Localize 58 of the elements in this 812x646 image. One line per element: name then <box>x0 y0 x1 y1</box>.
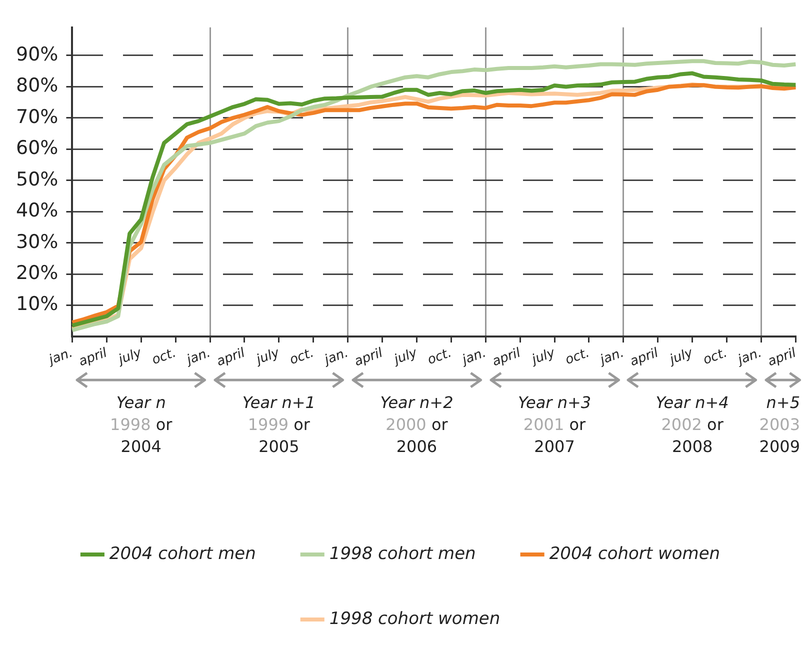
y-tick-label: 90% <box>16 43 58 66</box>
x-tick-label: july <box>252 346 282 368</box>
x-tick-label: april <box>77 346 110 370</box>
text: 1999 <box>248 415 289 434</box>
x-tick-label: april <box>490 346 523 370</box>
text: Year n+4 <box>656 393 729 412</box>
text: 2003 <box>759 415 800 434</box>
x-tick-label: oct. <box>564 346 592 368</box>
text: 2001 <box>523 415 564 434</box>
y-tick-label: 60% <box>16 137 58 160</box>
text: or <box>150 415 173 434</box>
y-tick-label: 70% <box>16 106 58 128</box>
x-tick-label: oct. <box>701 346 730 368</box>
text: Year n+2 <box>380 393 454 412</box>
text: or <box>288 415 310 434</box>
text: 2005 <box>258 437 300 456</box>
x-tick-label: april <box>214 346 248 370</box>
x-tick-label: jan. <box>596 346 626 369</box>
y-tick-label: 50% <box>16 168 58 190</box>
x-tick-label: jan. <box>45 346 75 369</box>
text: 2006 <box>396 437 438 456</box>
x-tick-label: july <box>528 346 558 368</box>
text: or <box>426 415 448 434</box>
text: 2008 <box>672 437 713 456</box>
text: or <box>702 415 724 434</box>
text: Year n+3 <box>518 393 592 412</box>
x-tick-label: jan. <box>320 346 350 369</box>
x-tick-label: july <box>666 346 696 368</box>
text: Year n <box>116 393 166 412</box>
text: 2009 <box>759 437 800 456</box>
y-tick-label: 80% <box>16 74 58 97</box>
legend-label: 1998 cohort women <box>329 608 500 629</box>
text: 2007 <box>534 437 575 456</box>
legend-label: 2004 cohort men <box>109 544 256 564</box>
text: 2000 <box>386 415 426 434</box>
x-tick-label: july <box>390 346 420 368</box>
y-tick-label: 20% <box>16 262 58 284</box>
legend-label: 2004 cohort women <box>549 544 720 564</box>
text: 1998 <box>110 415 151 434</box>
text: Year n+1 <box>242 393 316 412</box>
x-tick-label: jan. <box>734 346 764 369</box>
y-tick-label: 30% <box>16 230 58 253</box>
x-tick-label: april <box>628 346 661 370</box>
text: 2002 <box>661 415 702 434</box>
x-tick-label: oct. <box>288 346 316 368</box>
x-tick-label: july <box>114 346 144 368</box>
x-tick-label: jan. <box>183 346 213 369</box>
legend-label: 1998 cohort men <box>329 544 476 564</box>
x-tick-label: april <box>766 346 799 370</box>
text: n+5 <box>766 393 800 412</box>
y-tick-label: 10% <box>16 293 58 316</box>
x-tick-label: jan. <box>458 346 488 369</box>
text: or <box>564 415 586 434</box>
y-tick-label: 40% <box>16 200 58 222</box>
x-tick-label: oct. <box>150 346 178 368</box>
x-tick-label: oct. <box>426 346 454 368</box>
text: 2004 <box>120 437 162 456</box>
x-tick-label: april <box>352 346 386 370</box>
